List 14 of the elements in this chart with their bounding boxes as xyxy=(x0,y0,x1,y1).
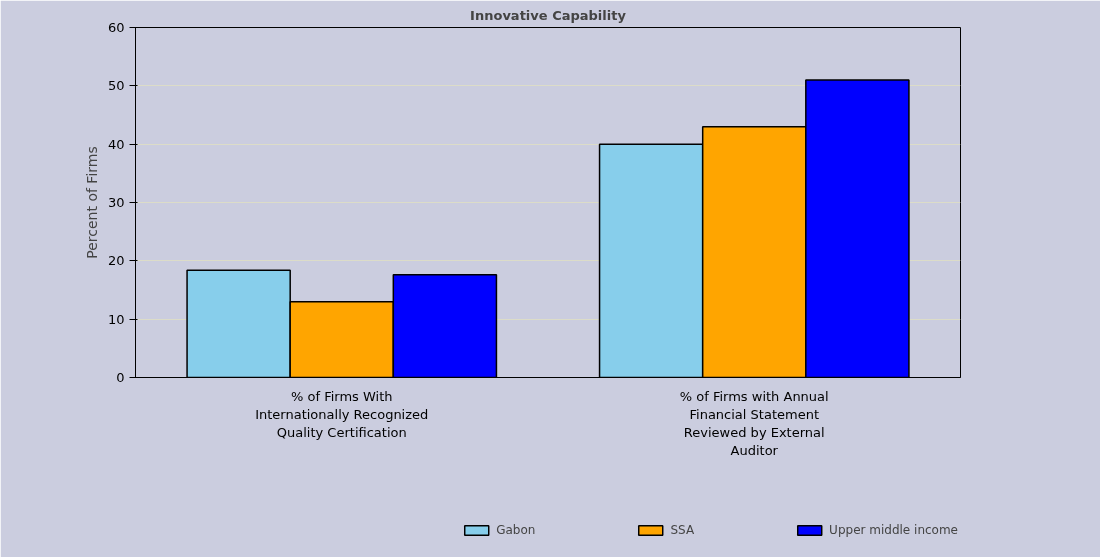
y-tick-label: 50 xyxy=(107,78,125,94)
y-tick-label: 0 xyxy=(116,370,125,385)
y-tick-label: 40 xyxy=(107,136,125,152)
y-tick-label: 30 xyxy=(107,195,125,210)
x-tick-label: % of Firms with Annual Financial Statement Reviewed by External Auditor xyxy=(679,388,829,458)
legend-label: SSA xyxy=(670,523,695,537)
y-tick-label: 20 xyxy=(107,253,125,269)
y-axis-title: Percent of Firms xyxy=(83,146,100,259)
y-tick-label: 10 xyxy=(107,311,125,327)
legend-label: Gabon xyxy=(496,523,536,537)
y-tick-label: 60 xyxy=(107,20,125,35)
legend-label: Upper middle income xyxy=(829,523,958,537)
x-tick-label: % of Firms With Internationally Recognized Quality Certification xyxy=(255,388,429,440)
chart-title: Innovative Capability xyxy=(470,7,627,23)
